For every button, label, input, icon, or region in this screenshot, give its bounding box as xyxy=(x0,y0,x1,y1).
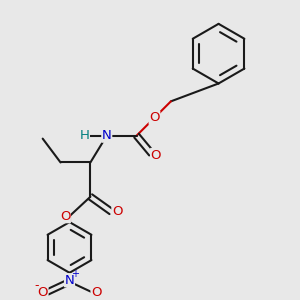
Text: H: H xyxy=(80,129,89,142)
Text: O: O xyxy=(112,205,122,218)
Text: O: O xyxy=(149,111,160,124)
Text: -: - xyxy=(34,279,39,292)
Text: N: N xyxy=(64,274,74,287)
Text: O: O xyxy=(38,286,48,299)
Text: O: O xyxy=(91,286,102,299)
Text: O: O xyxy=(60,210,70,223)
Text: O: O xyxy=(151,148,161,161)
Text: N: N xyxy=(102,129,112,142)
Text: +: + xyxy=(71,269,80,279)
